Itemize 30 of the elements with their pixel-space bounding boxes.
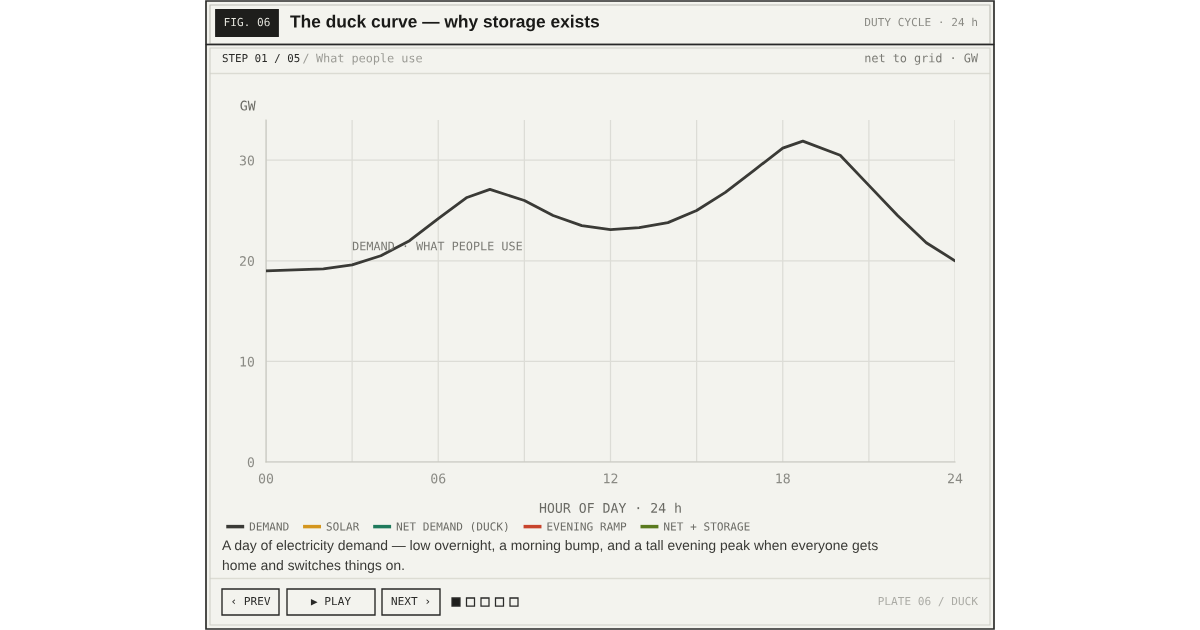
text: NEXT › xyxy=(391,596,430,606)
y-tick-label: 30 xyxy=(239,155,255,166)
legend-label: EVENING RAMP xyxy=(547,522,627,531)
x-tick-label: 06 xyxy=(431,473,446,484)
text: ‹ PREV xyxy=(232,596,271,606)
line-series xyxy=(266,139,955,273)
text: ▶ PLAY xyxy=(310,596,351,606)
legend-label: DEMAND xyxy=(249,522,289,531)
y-tick-label: 0 xyxy=(247,457,255,468)
chart-title: The duck curve — why storage exists xyxy=(290,14,600,32)
y-tick-label: 20 xyxy=(239,256,255,267)
legend-label: NET + STORAGE xyxy=(664,522,750,531)
text: PLATE 06 / DUCK xyxy=(878,596,978,607)
text: net to grid · GW xyxy=(865,53,978,65)
text: DUTY CYCLE · 24 h xyxy=(865,17,978,27)
text: STEP 01 / 05 xyxy=(222,53,300,64)
annotation: DEMAND · WHAT PEOPLE USE xyxy=(352,241,522,251)
legend-label: NET DEMAND (DUCK) xyxy=(396,522,508,532)
x-tick-label: 12 xyxy=(604,473,618,484)
chart-subtitle: What people use xyxy=(316,53,422,65)
caption: FIG. 06 xyxy=(224,17,270,27)
legend-label: SOLAR xyxy=(326,522,360,531)
x-tick-label: 24 xyxy=(948,473,963,484)
x-tick-label: 18 xyxy=(776,473,790,484)
text: A day of electricity demand — low overnight, a morning bump, and a tall evening peak when everyone gets home and switches things on. xyxy=(222,540,878,573)
x-tick-label: 00 xyxy=(258,473,274,484)
y-tick-label: 10 xyxy=(240,356,255,367)
text: / xyxy=(303,53,309,64)
x-axis-title: HOUR OF DAY · 24 h xyxy=(539,502,681,513)
y-axis-title: GW xyxy=(240,100,256,111)
